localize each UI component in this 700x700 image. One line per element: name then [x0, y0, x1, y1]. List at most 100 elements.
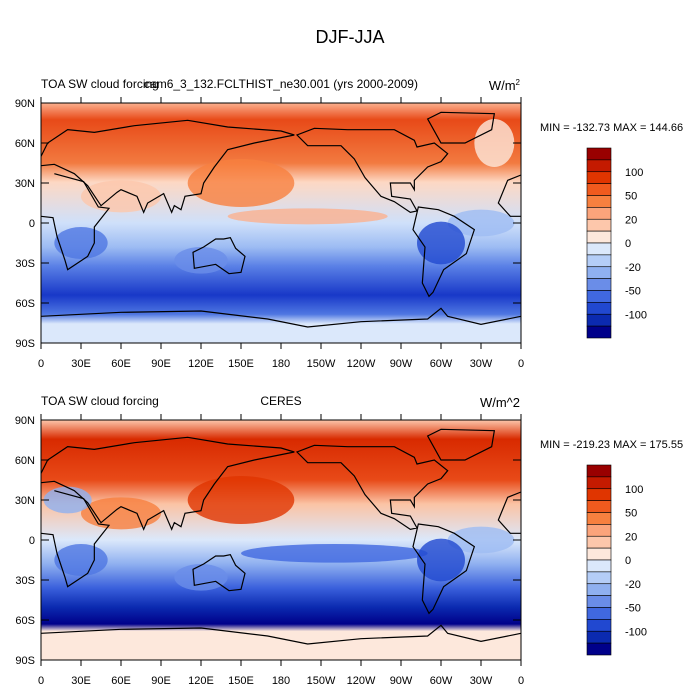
colorbar-box — [586, 218, 612, 232]
coastline — [193, 555, 245, 591]
colorbar-box — [586, 559, 612, 573]
colorbar-box — [586, 254, 612, 268]
figure-title: DJF-JJA — [316, 27, 385, 47]
coastline — [41, 491, 521, 587]
map — [41, 429, 521, 644]
field-patch — [174, 564, 228, 591]
colorbar-box — [586, 583, 612, 596]
field-patch — [81, 180, 161, 213]
panel-units: W/m^2 — [480, 395, 520, 410]
colorbar-box — [586, 207, 612, 220]
colorbar-box — [586, 524, 612, 537]
lon-label: 0 — [518, 358, 524, 370]
coastline — [413, 207, 474, 296]
colorbar-label: -20 — [625, 262, 641, 274]
lon-label: 150E — [228, 675, 254, 687]
colorbar-box — [586, 266, 612, 279]
field-patch — [43, 486, 92, 514]
panel-center-title: CERES — [260, 394, 301, 408]
field-patch — [447, 209, 515, 237]
colorbar-box — [586, 183, 612, 196]
lon-label: 0 — [38, 358, 44, 370]
coastline — [297, 445, 448, 529]
colorbar-box — [586, 642, 612, 656]
lat-label: 60N — [15, 138, 35, 150]
lon-label: 30W — [470, 358, 493, 370]
field-patch — [81, 497, 161, 530]
panel-units: W/m2 — [489, 78, 521, 93]
units-sup: 2 — [516, 78, 521, 87]
colorbar-box — [586, 325, 612, 339]
colorbar-label: -100 — [625, 626, 647, 638]
lon-label: 0 — [38, 675, 44, 687]
lat-label: 60N — [15, 455, 35, 467]
lon-label: 150W — [307, 675, 336, 687]
field-patch — [241, 544, 428, 563]
field-patch — [187, 476, 295, 524]
colorbar-label: 0 — [625, 238, 631, 250]
coastline — [41, 437, 294, 529]
colorbar-label: -50 — [625, 603, 641, 615]
coastline — [41, 308, 521, 327]
lon-label: 120W — [347, 675, 376, 687]
colorbar-box — [586, 535, 612, 549]
colorbar-box — [586, 488, 612, 501]
colorbar-box — [586, 147, 612, 161]
colorbar-box — [586, 278, 612, 291]
lon-label: 120E — [188, 358, 214, 370]
colorbar-label: -50 — [625, 286, 641, 298]
field-patch — [174, 247, 228, 274]
lat-label: 90N — [15, 98, 35, 110]
colorbar-box — [586, 242, 612, 256]
colorbar-label: 20 — [625, 531, 637, 543]
panel-center-title: cam6_3_132.FCLTHIST_ne30.001 (yrs 2000-2… — [144, 77, 418, 91]
lat-label: 90N — [15, 415, 35, 427]
lat-label: 90S — [15, 655, 35, 667]
field-patch — [417, 538, 465, 582]
colorbar-label: -100 — [625, 309, 647, 321]
lat-label: 60S — [15, 298, 35, 310]
lat-label: 30N — [15, 178, 35, 190]
colorbar-box — [586, 619, 612, 632]
lat-label: 30N — [15, 495, 35, 507]
lon-label: 90E — [151, 358, 171, 370]
field-patch — [474, 119, 515, 167]
coastline — [428, 429, 495, 460]
lon-label: 60W — [430, 358, 453, 370]
coastline — [413, 524, 474, 613]
units-text: W/m^2 — [480, 395, 520, 410]
lon-label: 60E — [111, 675, 131, 687]
coastline — [41, 625, 521, 644]
colorbar-label: 50 — [625, 191, 637, 203]
lon-label: 150W — [307, 358, 336, 370]
lon-label: 0 — [518, 675, 524, 687]
colorbar-box — [586, 159, 612, 173]
colorbar-box — [586, 302, 612, 315]
panel-left-title: TOA SW cloud forcing — [41, 394, 159, 408]
lat-label: 90S — [15, 338, 35, 350]
field-patch — [447, 526, 515, 554]
lon-label: 150E — [228, 358, 254, 370]
min-max: MIN = -132.73 MAX = 144.66 — [540, 122, 683, 134]
colorbar-label: 100 — [625, 167, 643, 179]
lon-label: 30W — [470, 675, 493, 687]
lon-label: 180 — [272, 358, 290, 370]
colorbar-box — [586, 230, 612, 244]
lon-label: 180 — [272, 675, 290, 687]
colorbar-box — [586, 290, 612, 303]
colorbar-box — [586, 500, 612, 513]
panel-left-title: TOA SW cloud forcing — [41, 77, 159, 91]
colorbar-box — [586, 571, 612, 585]
colorbar-box — [586, 595, 612, 608]
coastline — [41, 174, 521, 270]
colorbar-label: 100 — [625, 484, 643, 496]
colorbar-box — [586, 171, 612, 184]
lat-label: 0 — [29, 218, 35, 230]
lon-label: 90E — [151, 675, 171, 687]
colorbar-box — [586, 476, 612, 490]
colorbar-box — [586, 630, 612, 644]
lat-label: 30S — [15, 575, 35, 587]
colorbar-label: 0 — [625, 555, 631, 567]
lat-label: 30S — [15, 258, 35, 270]
